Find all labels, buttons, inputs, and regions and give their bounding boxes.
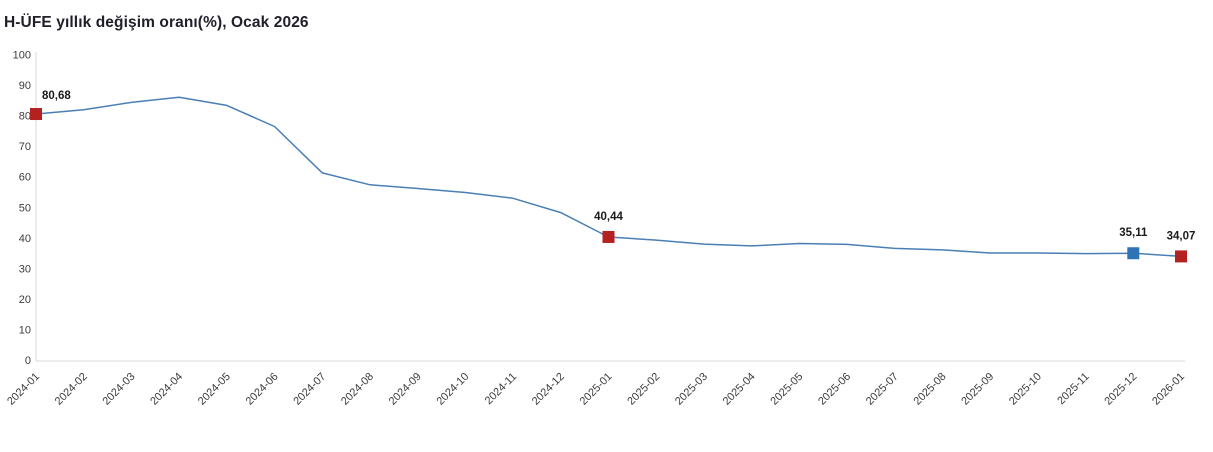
x-axis-label: 2025-03	[673, 371, 710, 408]
x-axis-label: 2025-04	[721, 371, 758, 408]
y-axis-label: 50	[19, 202, 31, 214]
x-axis-label: 2025-09	[959, 371, 996, 408]
x-axis-label: 2025-02	[625, 371, 662, 408]
x-axis-label: 2025-12	[1102, 371, 1139, 408]
data-point-marker[interactable]	[1175, 250, 1187, 263]
y-axis-label: 30	[19, 263, 31, 275]
data-point-label: 40,44	[594, 211, 623, 223]
x-axis-label: 2024-09	[387, 371, 424, 408]
x-axis-label: 2024-12	[530, 371, 567, 408]
x-axis-label: 2025-10	[1007, 371, 1044, 408]
y-axis-label: 100	[13, 50, 31, 62]
x-axis-label: 2025-05	[768, 371, 805, 408]
y-axis-label: 70	[19, 141, 31, 153]
y-axis-label: 10	[19, 324, 31, 336]
x-axis-label: 2025-01	[578, 371, 615, 408]
x-axis-label: 2025-11	[1055, 371, 1091, 407]
y-axis-label: 40	[19, 233, 31, 245]
x-axis-label: 2024-06	[244, 371, 281, 408]
x-axis-label: 2025-06	[816, 371, 853, 408]
x-axis-label: 2025-07	[864, 371, 901, 408]
x-axis-label: 2024-02	[53, 371, 90, 408]
x-axis-label: 2024-11	[483, 371, 519, 407]
data-point-marker[interactable]	[30, 108, 42, 121]
x-axis-label: 2024-01	[5, 371, 42, 408]
data-point-label: 80,68	[42, 90, 71, 102]
data-point-marker[interactable]	[602, 230, 615, 243]
x-axis-label: 2024-05	[196, 371, 233, 408]
x-axis-label: 2026-01	[1150, 371, 1187, 408]
y-axis-label: 90	[19, 80, 31, 92]
y-axis-label: 80	[19, 111, 31, 123]
y-axis-label: 60	[19, 172, 31, 184]
x-axis-label: 2024-03	[101, 371, 138, 408]
x-axis-label: 2024-04	[148, 371, 185, 408]
x-axis-label: 2024-10	[434, 371, 471, 408]
data-point-marker[interactable]	[1127, 247, 1140, 260]
x-axis-label: 2025-08	[912, 371, 949, 408]
x-axis-label: 2024-07	[291, 371, 328, 408]
chart-title: H-ÜFE yıllık değişim oranı(%), Ocak 2026	[4, 14, 309, 31]
y-axis-label: 20	[19, 294, 31, 306]
x-axis-label: 2024-08	[339, 371, 376, 408]
data-point-label: 35,11	[1119, 227, 1148, 239]
data-point-label: 34,07	[1167, 230, 1196, 242]
y-axis-label: 0	[25, 355, 31, 367]
